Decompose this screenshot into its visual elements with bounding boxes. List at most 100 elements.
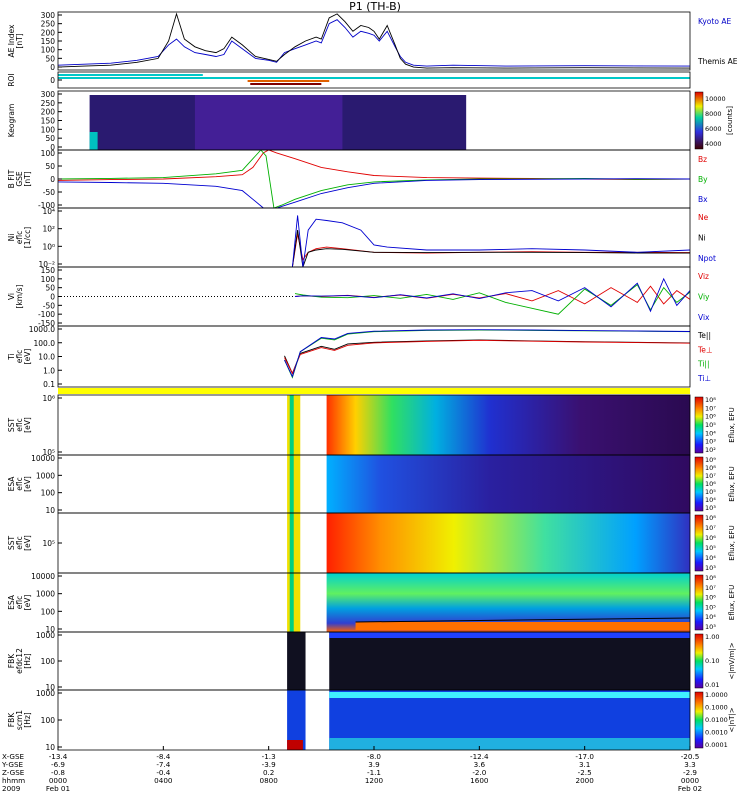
colorbar-label-sst_e: Eflux, EFU	[728, 407, 736, 442]
xtick-label: -7.4	[156, 760, 170, 769]
ytick-keogram: 250	[41, 99, 56, 108]
xtick-label: Feb 01	[46, 784, 70, 793]
xtick-label: -8.4	[156, 752, 170, 761]
ylabel-bfield: [nT]	[23, 171, 32, 186]
ytick-velocity: 150	[41, 266, 56, 275]
keogram-colorbar-label: [counts]	[726, 106, 734, 135]
ylabel-sst_i: [eV]	[23, 535, 32, 551]
ylabel-keogram: Keogram	[7, 104, 16, 138]
legend-velocity: Viy	[698, 293, 710, 302]
xtick-label: -0.8	[51, 768, 65, 777]
colorbar-tick-sst_e: 10⁴	[705, 429, 716, 437]
xaxis-row-label: 2009	[2, 784, 21, 793]
xtick-label: 0000	[49, 776, 68, 785]
ylabel-bfield: B FIT	[7, 169, 16, 188]
ytick-temp: 0.1	[43, 380, 55, 389]
keogram-colorbar	[694, 91, 704, 150]
colorbar-label-fbk_s: <|nT|>	[728, 707, 736, 732]
ytick-sst_e: 10⁵	[42, 448, 55, 457]
colorbar-tick-esa_i: 10⁴	[705, 613, 716, 621]
ytick-ae: 200	[41, 28, 56, 37]
ytick-esa_i: 10000	[31, 572, 55, 581]
ylabel-bfield: GSE	[15, 171, 24, 187]
ylabel-esa_e: eflc	[15, 477, 24, 490]
xtick-label: 1600	[470, 776, 489, 785]
xtick-label: -2.9	[683, 768, 697, 777]
colorbar-tick-fbk_s: 0.0100	[705, 716, 728, 724]
xtick-label: Feb 02	[678, 784, 702, 793]
colorbar-tick-fbk_s: 0.0010	[705, 729, 728, 737]
xaxis-row-label: Z-GSE	[2, 768, 25, 777]
xtick-label: 1200	[365, 776, 384, 785]
ylabel-fbk_b: [Hz]	[23, 653, 32, 669]
ytick-velocity: 100	[41, 275, 56, 284]
colorbar-tick-sst_e: 10²	[705, 446, 716, 454]
legend-temp: Te||	[697, 331, 711, 340]
ytick-velocity: -100	[38, 310, 55, 319]
keogram-colorbar-tick: 8000	[705, 110, 722, 118]
ylabel-density: [1/cc]	[23, 227, 32, 248]
colorbar-tick-sst_i: 10⁴	[705, 554, 716, 562]
colorbar-tick-sst_i: 10⁶	[705, 534, 716, 542]
colorbar-tick-esa_i: 10³	[705, 623, 716, 631]
ytick-temp: 100.0	[34, 339, 56, 348]
ylabel-roi: ROI	[7, 73, 16, 86]
panel-frame-temp	[57, 325, 691, 388]
ytick-temp: 1000.0	[29, 325, 55, 334]
panel-frame-ae	[57, 11, 691, 71]
colorbar-tick-sst_e: 10³	[705, 438, 716, 446]
bfield-line-blue	[57, 178, 691, 209]
xtick-label: 3.1	[579, 760, 590, 769]
colorbar-tick-esa_i: 10⁵	[705, 603, 716, 611]
fbk-scm-strip	[287, 740, 303, 750]
velocity-line-blue	[294, 277, 691, 313]
esa-ion-boundary	[355, 617, 691, 623]
xtick-label: 3.6	[474, 760, 486, 769]
esa-electron-spectrogram	[326, 455, 690, 513]
colorbar-tick-sst_e: 10⁶	[705, 413, 716, 421]
ylabel-temp: eflc	[15, 350, 24, 363]
keogram-colorbar-tick: 10000	[705, 95, 726, 103]
ylabel-density: eflc	[15, 231, 24, 244]
colorbar-esa_i	[694, 574, 704, 631]
xtick-label: 0000	[681, 776, 700, 785]
legend-ae: Themis AE	[697, 57, 738, 66]
spectrogram-strip	[289, 455, 294, 513]
spectrogram-strip	[289, 513, 294, 573]
ylabel-sst_e: SST	[7, 418, 16, 433]
fbk-gap	[305, 632, 330, 690]
ytick-ae: 300	[41, 11, 56, 20]
ytick-keogram: 150	[41, 117, 56, 126]
ytick-velocity: -150	[38, 319, 55, 328]
ylabel-ae: [nT]	[15, 33, 24, 48]
xtick-label: -6.9	[51, 760, 65, 769]
ytick-keogram: 0	[50, 143, 55, 152]
colorbar-tick-fbk_b: 0.01	[705, 681, 719, 689]
ylabel-velocity: Vi	[7, 293, 16, 300]
ytick-fbk_b: 1000	[36, 631, 55, 640]
colorbar-tick-esa_e: 10⁵	[705, 488, 716, 496]
colorbar-tick-fbk_s: 0.0001	[705, 741, 728, 749]
xaxis-row-label: X-GSE	[2, 752, 25, 761]
ytick-velocity: 0	[50, 293, 55, 302]
colorbar-tick-esa_e: 10⁷	[705, 472, 716, 480]
ytick-esa_i: 10	[45, 625, 55, 634]
colorbar-tick-sst_i: 10⁵	[705, 544, 716, 552]
ytick-esa_e: 10	[45, 506, 55, 515]
ylabel-temp: [eV]	[23, 349, 32, 365]
panel-frame-density	[57, 207, 691, 268]
ylabel-sst_e: [eV]	[23, 417, 32, 433]
colorbar-tick-esa_i: 10⁷	[705, 584, 716, 592]
legend-temp: Te⊥	[697, 345, 712, 354]
colorbar-tick-sst_e: 10⁷	[705, 404, 716, 412]
spectrogram-strip	[289, 573, 294, 632]
sst-electron-spectrogram	[326, 395, 690, 455]
xtick-label: 0400	[154, 776, 173, 785]
ylabel-fbk_s: scm1	[15, 710, 24, 730]
ytick-temp: 1.0	[43, 366, 55, 375]
legend-density: Npot	[698, 254, 716, 263]
ytick-esa_i: 100	[41, 607, 56, 616]
ytick-temp: 10.0	[38, 353, 55, 362]
colorbar-sst_e	[694, 396, 704, 454]
